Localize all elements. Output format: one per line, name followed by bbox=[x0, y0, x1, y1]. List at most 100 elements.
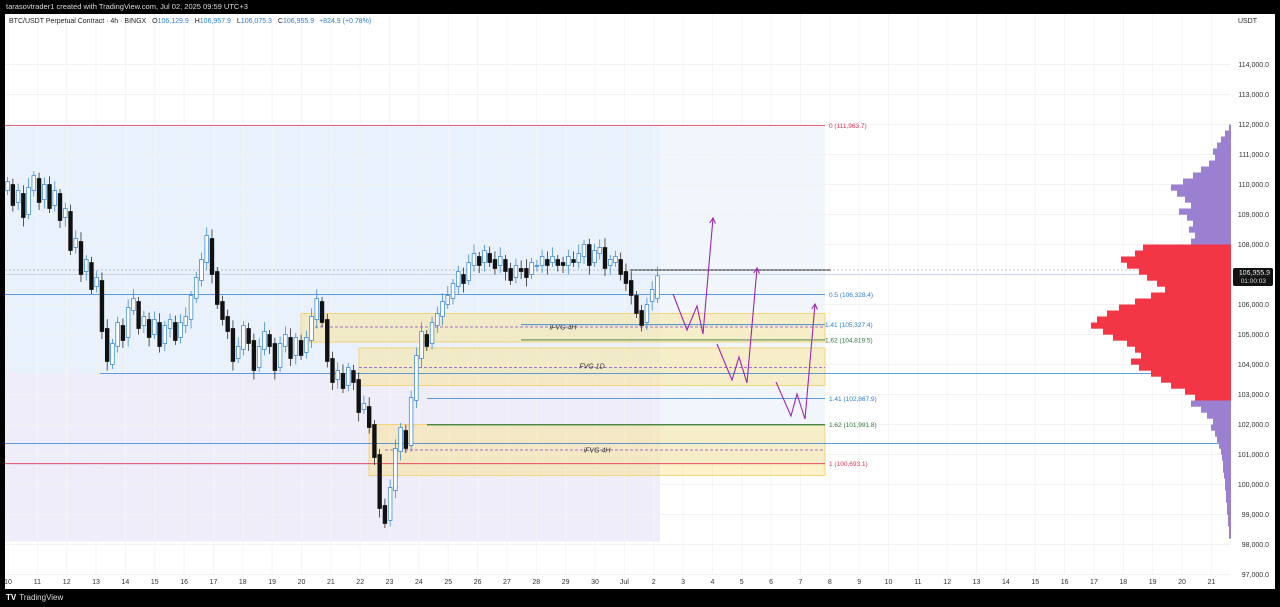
candle-body bbox=[293, 337, 299, 356]
candle bbox=[560, 256, 566, 273]
volume-profile-bar bbox=[1179, 208, 1231, 215]
candle-body bbox=[403, 430, 409, 449]
candle bbox=[581, 240, 587, 264]
candle bbox=[110, 339, 115, 369]
candle-body bbox=[372, 424, 377, 458]
candle bbox=[356, 372, 361, 422]
date-tick-label: 19 bbox=[1149, 579, 1157, 586]
arrow-line bbox=[672, 217, 714, 335]
candle-body bbox=[356, 379, 361, 413]
volume-profile-bar bbox=[1161, 376, 1231, 383]
candle-body bbox=[235, 346, 241, 359]
candle-body bbox=[167, 319, 173, 329]
candle-body bbox=[225, 316, 230, 332]
candle-body bbox=[262, 331, 267, 350]
volume-profile-bar bbox=[1185, 196, 1231, 203]
chart-canvas[interactable]: iFVG 4H FVG 1D iFVG 4H 0 (111,963.7) 0.5 (1… bbox=[5, 14, 1275, 589]
volume-profile-bar bbox=[1225, 130, 1231, 137]
candle-body bbox=[587, 244, 592, 266]
candle bbox=[387, 479, 393, 527]
volume-profile-bar bbox=[1185, 388, 1231, 395]
candle bbox=[73, 230, 78, 254]
candle bbox=[283, 326, 288, 353]
candle-body bbox=[298, 340, 304, 356]
candle-body bbox=[146, 319, 152, 338]
symbol-title[interactable]: BTC/USDT Perpetual Contract · 4h · BINGX bbox=[9, 18, 147, 25]
candle-body bbox=[68, 211, 73, 251]
fib-0-label: 0 (111,963.7) bbox=[829, 123, 867, 130]
candle bbox=[141, 310, 147, 333]
high-label: H bbox=[194, 18, 200, 25]
candle-body bbox=[73, 238, 78, 248]
candle bbox=[524, 259, 529, 287]
candle bbox=[639, 304, 644, 332]
candle-body bbox=[188, 295, 194, 320]
candle bbox=[440, 293, 445, 326]
range-box-lower bbox=[5, 373, 660, 542]
candle-body bbox=[110, 343, 115, 365]
volume-profile-bar bbox=[1165, 286, 1231, 293]
price-tick-label: 110,000.0 bbox=[1238, 182, 1269, 189]
date-tick-label: 20 bbox=[1178, 579, 1186, 586]
candle-body bbox=[545, 259, 550, 266]
candle-body bbox=[304, 337, 309, 353]
price-tick-label: 108,000.0 bbox=[1238, 242, 1269, 249]
candle-body bbox=[57, 193, 63, 221]
date-tick-label: 4 bbox=[710, 579, 714, 586]
close-label: C bbox=[277, 18, 283, 25]
candle bbox=[235, 337, 241, 363]
volume-profile-bar bbox=[1193, 220, 1231, 227]
candle bbox=[482, 244, 487, 272]
date-tick-label: 22 bbox=[356, 579, 364, 586]
open-label: O bbox=[152, 18, 158, 25]
volume-profile-bar bbox=[1135, 298, 1231, 305]
candle bbox=[655, 266, 660, 303]
volume-profile-bar bbox=[1147, 274, 1231, 281]
candle-body bbox=[325, 319, 330, 362]
volume-profile-bar bbox=[1219, 442, 1231, 449]
footer-brand[interactable]: TradingView bbox=[19, 593, 64, 602]
candle bbox=[628, 271, 634, 305]
candle bbox=[246, 322, 251, 351]
candle-body bbox=[125, 307, 131, 338]
date-tick-label: 16 bbox=[180, 579, 188, 586]
candle-body bbox=[377, 454, 382, 509]
current-price-value: 106,955.9 bbox=[1239, 270, 1270, 277]
projection-arrow-2 bbox=[716, 266, 760, 384]
candle-body bbox=[477, 256, 482, 266]
candle bbox=[597, 239, 602, 260]
credit-bar: tarasovtrader1 created with TradingView.… bbox=[0, 0, 1280, 14]
candle-body bbox=[288, 337, 293, 359]
candle-body bbox=[655, 275, 660, 299]
candle-body bbox=[256, 346, 262, 368]
candle bbox=[372, 420, 377, 465]
price-tick-label: 112,000.0 bbox=[1238, 122, 1269, 129]
volume-profile-bar bbox=[1226, 490, 1231, 497]
candle-body bbox=[398, 427, 403, 452]
volume-profile-bar bbox=[1225, 484, 1231, 491]
volume-profile-bar bbox=[1103, 328, 1231, 335]
candle-body bbox=[361, 403, 367, 410]
candle-body bbox=[178, 322, 183, 338]
date-tick-label: 16 bbox=[1061, 579, 1069, 586]
date-tick-label: 12 bbox=[943, 579, 951, 586]
volume-profile-bar bbox=[1224, 472, 1231, 479]
candle-body bbox=[435, 313, 440, 326]
candle-body bbox=[529, 262, 534, 275]
price-tick-label: 104,000.0 bbox=[1238, 362, 1269, 369]
candle bbox=[272, 337, 278, 380]
candle bbox=[178, 314, 183, 344]
candle bbox=[550, 247, 555, 267]
volume-profile-bar bbox=[1225, 478, 1231, 485]
date-tick-label: 3 bbox=[681, 579, 685, 586]
candle-body bbox=[539, 256, 545, 266]
chart-panel[interactable]: iFVG 4H FVG 1D iFVG 4H 0 (111,963.7) 0.5 (1… bbox=[5, 14, 1275, 589]
date-tick-label: 10 bbox=[5, 579, 12, 586]
candle-body bbox=[31, 175, 37, 191]
price-tick-label: 98,000.0 bbox=[1242, 542, 1269, 549]
candle bbox=[251, 333, 257, 380]
volume-profile-bar bbox=[1228, 520, 1231, 527]
candle-body bbox=[440, 301, 445, 317]
date-tick-label: 13 bbox=[92, 579, 100, 586]
candle bbox=[298, 334, 304, 360]
